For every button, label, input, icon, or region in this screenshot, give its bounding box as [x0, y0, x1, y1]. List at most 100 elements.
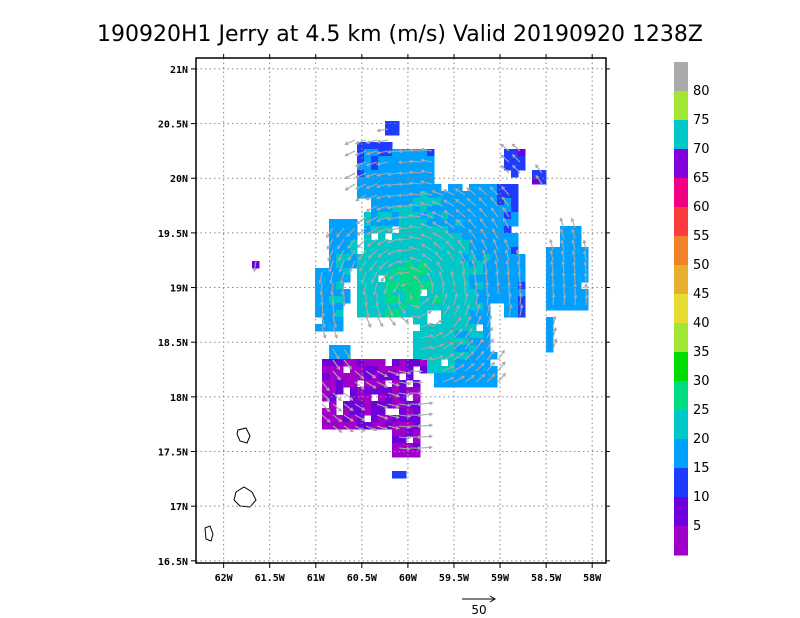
wind-cell — [371, 415, 379, 423]
wind-cell — [329, 373, 337, 381]
wind-cell — [385, 163, 393, 171]
wind-arrow — [327, 249, 334, 261]
wind-arrow — [585, 295, 588, 306]
wind-cell — [336, 345, 344, 353]
wind-arrow-head — [367, 323, 372, 328]
wind-cell — [504, 191, 512, 199]
wind-arrow-head — [384, 384, 389, 388]
colorbar-segment — [674, 323, 688, 353]
wind-arrow — [332, 315, 337, 328]
wind-arrow — [453, 375, 465, 383]
wind-cell — [434, 296, 442, 304]
wind-arrow — [367, 238, 378, 247]
wind-cell — [511, 219, 519, 227]
wind-cell — [462, 317, 470, 325]
wind-cell — [413, 289, 421, 297]
wind-arrow — [356, 216, 367, 225]
wind-arrow — [387, 238, 400, 243]
wind-cell — [490, 282, 498, 290]
wind-cell — [371, 310, 379, 318]
wind-cell — [343, 247, 351, 255]
wind-arrow-head — [516, 249, 520, 254]
wind-arrow-head — [504, 238, 508, 243]
coastlines — [204, 427, 257, 542]
wind-arrow-head — [450, 353, 455, 358]
wind-arrow-head — [550, 271, 555, 276]
wind-cell — [441, 331, 449, 339]
wind-arrow — [343, 403, 354, 411]
wind-arrow-head — [413, 275, 418, 280]
wind-arrow-head — [418, 380, 423, 385]
wind-cell — [364, 163, 372, 171]
wind-cell — [420, 191, 428, 199]
wind-cell — [469, 310, 477, 318]
wind-arrow — [343, 359, 352, 370]
wind-cell — [392, 156, 400, 164]
wind-cell — [315, 324, 323, 332]
wind-arrow — [355, 161, 367, 167]
wind-cell — [336, 422, 344, 430]
wind-cell — [371, 422, 379, 430]
wind-cell — [336, 289, 344, 297]
wind-cell — [378, 240, 386, 248]
wind-arrow-head — [467, 208, 471, 213]
wind-cell — [476, 331, 484, 339]
wind-cell — [392, 450, 400, 458]
wind-arrow — [420, 191, 433, 196]
wind-arrow-head — [321, 313, 325, 318]
wind-cell — [476, 226, 484, 234]
wind-cell — [504, 233, 512, 241]
wind-cell — [378, 415, 386, 423]
wind-cell — [399, 198, 407, 206]
wind-cell — [567, 296, 575, 304]
reference-vector-label: 50 — [471, 603, 486, 617]
wind-cell — [357, 261, 365, 269]
wind-cell — [357, 282, 365, 290]
wind-arrow-head — [562, 282, 566, 287]
wind-arrow-head — [349, 268, 353, 273]
wind-cell — [511, 268, 519, 276]
wind-arrow — [573, 261, 576, 273]
wind-arrow — [343, 348, 351, 359]
wind-arrow — [468, 229, 477, 240]
wind-cell — [378, 359, 386, 367]
wind-arrow — [366, 150, 378, 155]
wind-arrow-head — [455, 209, 460, 213]
wind-arrow — [377, 139, 389, 143]
wind-cell — [497, 296, 505, 304]
wind-arrow-head — [395, 383, 401, 387]
wind-arrow-head — [408, 159, 413, 164]
wind-cell — [427, 205, 435, 213]
wind-arrow — [387, 249, 400, 255]
wind-cell — [399, 303, 407, 311]
wind-cell — [476, 296, 484, 304]
wind-cell — [350, 233, 358, 241]
wind-cell — [399, 359, 407, 367]
wind-cell — [343, 275, 351, 283]
wind-arrow — [338, 249, 345, 261]
wind-cell — [343, 401, 351, 409]
wind-arrow — [343, 414, 354, 422]
wind-arrow-head — [474, 281, 479, 286]
wind-cell — [553, 289, 561, 297]
wind-cell — [392, 184, 400, 192]
wind-arrow — [420, 202, 433, 207]
wind-arrow — [420, 213, 433, 218]
wind-cell — [504, 310, 512, 318]
wind-cell — [378, 170, 386, 178]
wind-cell — [448, 331, 456, 339]
wind-cell — [371, 142, 379, 150]
wind-arrow-head — [480, 228, 484, 233]
wind-cell — [553, 261, 561, 269]
wind-arrow — [376, 304, 381, 317]
wind-arrow-head — [583, 271, 588, 277]
wind-arrow-head — [475, 292, 480, 297]
wind-arrow-head — [338, 257, 342, 262]
wind-cell — [455, 352, 463, 360]
wind-arrow-head — [355, 220, 360, 225]
wind-arrow-head — [386, 194, 391, 199]
island-guadeloupe — [233, 486, 257, 508]
wind-cell — [371, 240, 379, 248]
wind-arrow — [535, 175, 543, 185]
wind-arrow-head — [360, 279, 365, 285]
